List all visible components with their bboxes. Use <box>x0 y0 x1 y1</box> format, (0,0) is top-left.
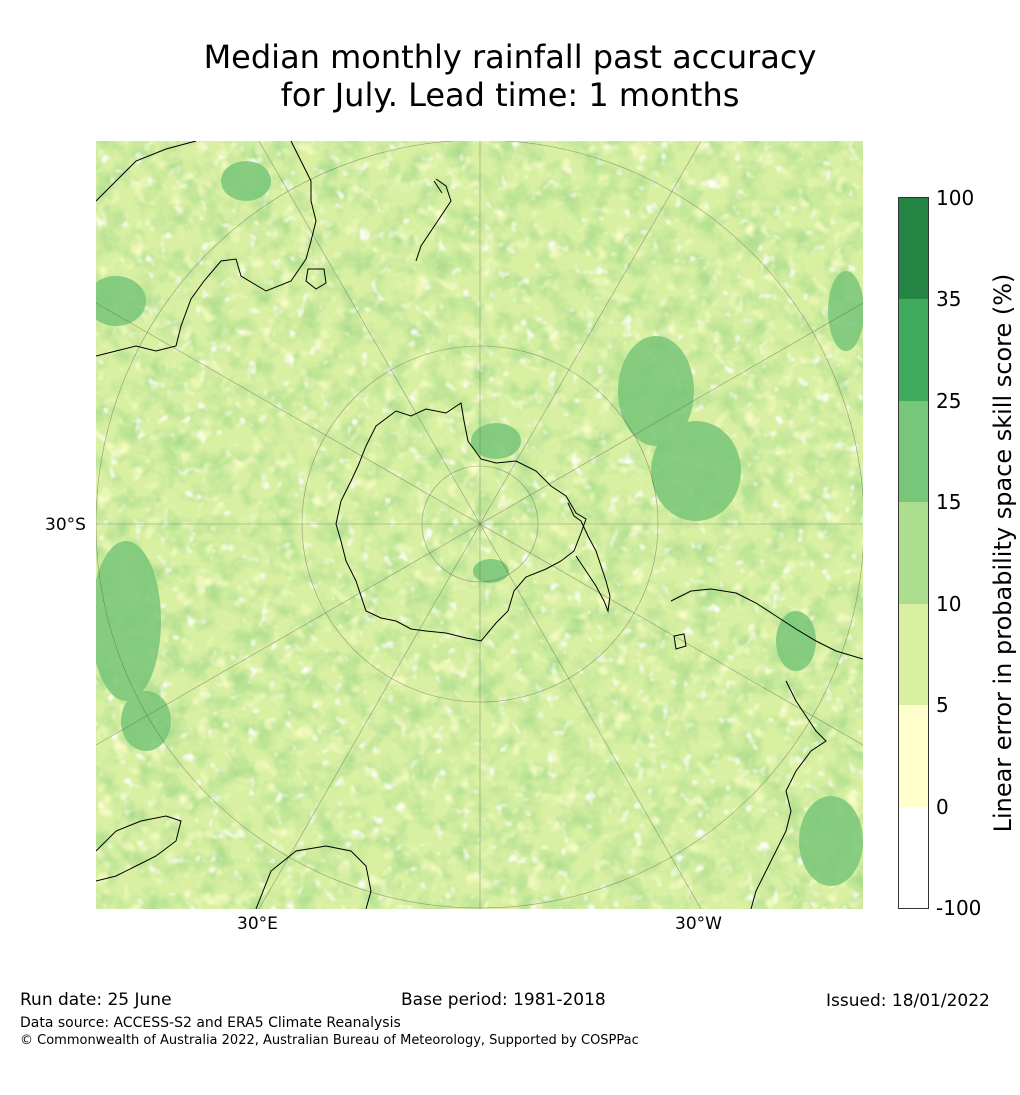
australia-coast <box>96 141 317 357</box>
colorbar-bin <box>899 603 928 706</box>
new-zealand-coast <box>415 178 452 262</box>
colorbar-bin <box>899 299 928 401</box>
antarctic-peninsula-coast <box>567 502 611 613</box>
colorbar-bin <box>899 198 928 300</box>
title-line-1: Median monthly rainfall past accuracy <box>203 38 817 76</box>
map-title: Median monthly rainfall past accuracy fo… <box>0 38 1020 114</box>
base-period: Base period: 1981-2018 <box>401 990 606 1010</box>
title-line-2: for July. Lead time: 1 months <box>280 76 740 114</box>
falklands-coast <box>673 633 687 650</box>
africa-coast <box>96 815 372 909</box>
colorbar-tick-label: 0 <box>936 794 949 819</box>
data-source: Data source: ACCESS-S2 and ERA5 Climate … <box>20 1015 401 1031</box>
colorbar-bin <box>899 705 928 807</box>
colorbar-tick-label: 15 <box>936 490 962 515</box>
copyright: © Commonwealth of Australia 2022, Austra… <box>20 1033 639 1048</box>
skill-map <box>96 141 863 909</box>
tasmania-coast <box>305 268 327 290</box>
colorbar-bin <box>899 400 928 503</box>
issued-date: Issued: 18/01/2022 <box>826 991 990 1011</box>
colorbar-label: Linear error in probability space skill … <box>989 273 1017 833</box>
colorbar-tick-label: 100 <box>936 186 975 210</box>
run-date: Run date: 25 June <box>20 990 172 1010</box>
colorbar-tick-label: 10 <box>936 591 962 616</box>
colorbar-tick-label: 25 <box>936 388 962 413</box>
colorbar <box>898 197 929 909</box>
lon-label-30w: 30°W <box>675 914 722 934</box>
coastlines <box>96 141 863 909</box>
graticule <box>96 141 863 909</box>
colorbar-tick-label: 5 <box>936 693 949 718</box>
lon-label-30e: 30°E <box>237 914 278 934</box>
lat-label-30s: 30°S <box>45 515 86 535</box>
colorbar-tick-label: -100 <box>936 896 982 920</box>
antarctica-coast <box>335 402 587 642</box>
high-skill-patches <box>96 161 863 886</box>
colorbar-bin <box>899 502 928 604</box>
skill-map-svg <box>96 141 863 909</box>
colorbar-bin <box>899 806 928 908</box>
south-america-coast <box>670 588 863 909</box>
colorbar-tick-label: 35 <box>936 287 962 312</box>
